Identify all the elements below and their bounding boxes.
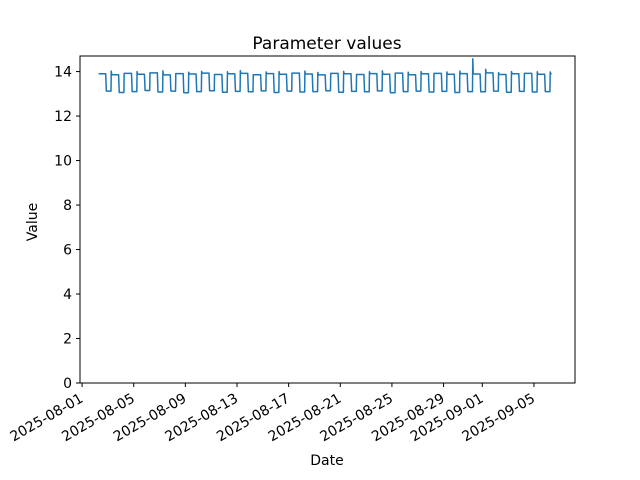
y-tick-label: 4 xyxy=(63,287,72,303)
y-tick-label: 0 xyxy=(63,376,72,392)
y-tick-label: 14 xyxy=(54,65,72,81)
y-tick-label: 6 xyxy=(63,243,72,259)
y-tick-label: 8 xyxy=(63,198,72,214)
y-tick-label: 12 xyxy=(54,109,72,125)
y-tick-label: 10 xyxy=(54,154,72,170)
y-axis-label: Value xyxy=(25,203,41,241)
axes-frame xyxy=(79,55,576,384)
data-line xyxy=(98,58,552,94)
x-axis-label: Date xyxy=(310,453,343,469)
y-tick-label: 2 xyxy=(63,332,72,348)
chart-title: Parameter values xyxy=(252,34,401,54)
